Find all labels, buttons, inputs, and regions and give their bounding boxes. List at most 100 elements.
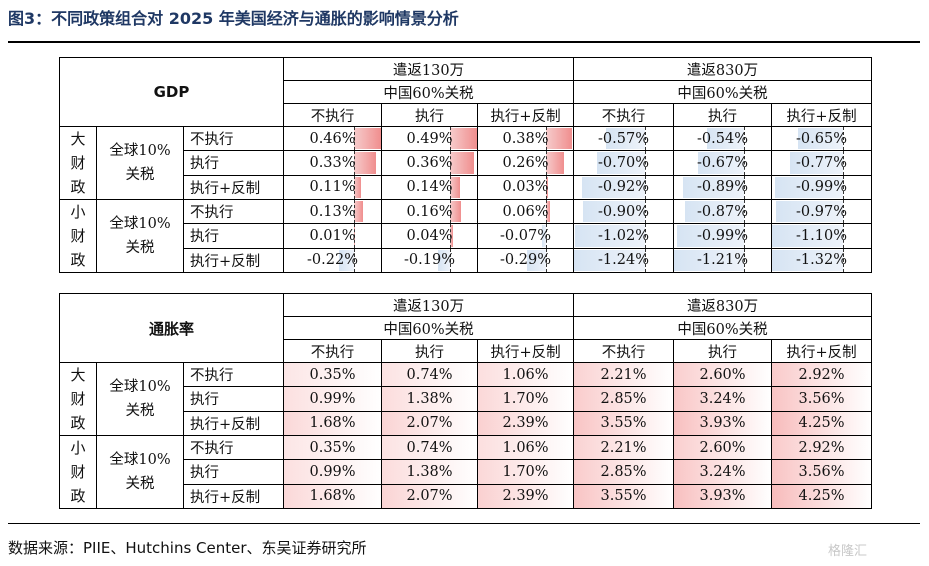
inflation-cell: 3.93% <box>673 410 773 437</box>
inflation-value-label: 0.74% <box>406 366 453 383</box>
gdp-data-bar <box>353 201 363 223</box>
gdp-cell: 0.14% <box>381 174 479 201</box>
gdp-value-label: -0.87% <box>697 203 748 220</box>
inflation-cell: 1.70% <box>477 386 575 412</box>
inflation-cell: 2.39% <box>477 483 575 510</box>
header-deport-830: 遣返830万 <box>573 293 873 317</box>
inflation-heat-fill <box>574 460 673 484</box>
column-header: 不执行 <box>283 339 383 363</box>
gdp-cell: -0.90% <box>573 198 675 225</box>
gdp-cell: 0.16% <box>381 198 479 225</box>
header-china-tariff: 中国60%关税 <box>573 80 873 104</box>
gdp-cell: 0.46% <box>283 125 383 152</box>
inflation-cell: 0.74% <box>381 434 479 461</box>
inflation-cell: 2.85% <box>573 386 675 412</box>
gdp-cell: -0.29% <box>477 247 575 274</box>
inflation-heat-fill <box>382 460 477 484</box>
source-note: 数据来源：PIIE、Hutchins Center、东吴证券研究所 <box>8 539 367 557</box>
inflation-value-label: 2.21% <box>600 366 647 383</box>
gdp-cell: -0.89% <box>673 174 773 201</box>
inflation-heat-fill <box>574 436 673 459</box>
gdp-data-bar <box>527 249 547 271</box>
inflation-heat-fill <box>478 460 573 484</box>
gdp-value-label: 0.06% <box>502 203 549 220</box>
gdp-cell: -0.87% <box>673 198 773 225</box>
gdp-data-bar <box>546 152 564 174</box>
inflation-heat-fill <box>674 363 771 386</box>
gdp-zero-axis <box>743 127 745 150</box>
gdp-cell: -0.65% <box>771 125 873 152</box>
source-rule <box>8 523 920 524</box>
gdp-table: GDP 遣返130万 遣返830万 中国60%关税 中国60%关税 不执行 执行… <box>58 57 873 274</box>
gdp-value-label: -0.57% <box>598 130 649 147</box>
inflation-value-label: 0.35% <box>309 366 356 383</box>
inflation-cell: 3.24% <box>673 386 773 412</box>
gdp-cell: -1.24% <box>573 247 675 274</box>
gdp-data-bar <box>437 249 451 271</box>
row-group-big-fiscal: 大财政 <box>59 126 97 200</box>
inflation-cell: 2.85% <box>573 459 675 485</box>
inflation-value-label: 1.06% <box>502 366 549 383</box>
gdp-data-bar <box>676 225 744 247</box>
column-header: 执行 <box>381 339 479 363</box>
gdp-corner-label: GDP <box>58 57 285 127</box>
gdp-cell: -0.70% <box>573 150 675 176</box>
row-header: 不执行 <box>182 198 285 225</box>
gdp-value-label: -0.92% <box>598 179 649 196</box>
inflation-value-label: 2.85% <box>600 463 647 480</box>
gdp-data-bar <box>546 201 551 223</box>
inflation-heat-fill <box>478 387 573 411</box>
gdp-cell: -1.32% <box>771 247 873 274</box>
gdp-value-label: -0.99% <box>796 179 847 196</box>
inflation-cell: 0.99% <box>283 459 383 485</box>
gdp-data-bar <box>353 176 362 198</box>
gdp-value-label: -0.29% <box>500 252 551 269</box>
inflation-heat-fill <box>284 485 381 508</box>
inflation-value-label: 2.92% <box>798 439 845 456</box>
inflation-heat-fill <box>772 460 871 484</box>
inflation-value-label: 2.60% <box>699 366 746 383</box>
inflation-value-label: 4.25% <box>798 488 845 505</box>
inflation-value-label: 2.60% <box>699 439 746 456</box>
inflation-cell: 1.70% <box>477 459 575 485</box>
gdp-zero-axis <box>743 176 745 199</box>
gdp-cell: -1.02% <box>573 223 675 249</box>
inflation-value-label: 4.25% <box>798 415 845 432</box>
inflation-cell: 0.99% <box>283 386 383 412</box>
row-header: 不执行 <box>182 125 285 152</box>
inflation-value-label: 0.35% <box>309 439 356 456</box>
inflation-corner-label: 通胀率 <box>58 293 285 363</box>
gdp-zero-axis <box>546 200 548 223</box>
inflation-heat-fill <box>772 485 871 508</box>
gdp-zero-axis <box>843 127 845 150</box>
row-group-big-fiscal: 大财政 <box>59 362 97 436</box>
gdp-data-bar <box>674 249 744 271</box>
gdp-data-bar <box>772 249 844 271</box>
gdp-value-label: -1.02% <box>598 227 649 244</box>
inflation-table: 通胀率 遣返130万 遣返830万 中国60%关税 中国60%关税 不执行 执行… <box>58 293 873 510</box>
gdp-value-label: -1.21% <box>697 252 748 269</box>
row-subgroup-global-tariff: 全球10% 关税 <box>96 199 184 273</box>
inflation-cell: 3.93% <box>673 483 773 510</box>
gdp-data-bar <box>698 152 744 174</box>
inflation-cell: 1.68% <box>283 483 383 510</box>
inflation-value-label: 3.55% <box>600 415 647 432</box>
gdp-zero-axis <box>645 151 647 175</box>
gdp-cell: 0.11% <box>283 174 383 201</box>
gdp-zero-axis <box>645 176 647 199</box>
gdp-data-bar <box>574 249 646 271</box>
gdp-zero-axis <box>353 176 355 199</box>
gdp-cell: -0.99% <box>673 223 773 249</box>
inflation-value-label: 3.55% <box>600 488 647 505</box>
header-china-tariff: 中国60%关税 <box>283 80 575 104</box>
column-header: 执行+反制 <box>771 339 873 363</box>
gdp-data-bar <box>353 128 381 150</box>
gdp-value-label: 0.14% <box>406 179 453 196</box>
gdp-zero-axis <box>743 151 745 175</box>
gdp-data-bar <box>450 225 454 247</box>
gdp-zero-axis <box>353 200 355 223</box>
gdp-zero-axis <box>546 224 548 248</box>
inflation-heat-fill <box>284 460 381 484</box>
inflation-value-label: 1.38% <box>406 463 453 480</box>
gdp-value-label: 0.46% <box>309 130 356 147</box>
